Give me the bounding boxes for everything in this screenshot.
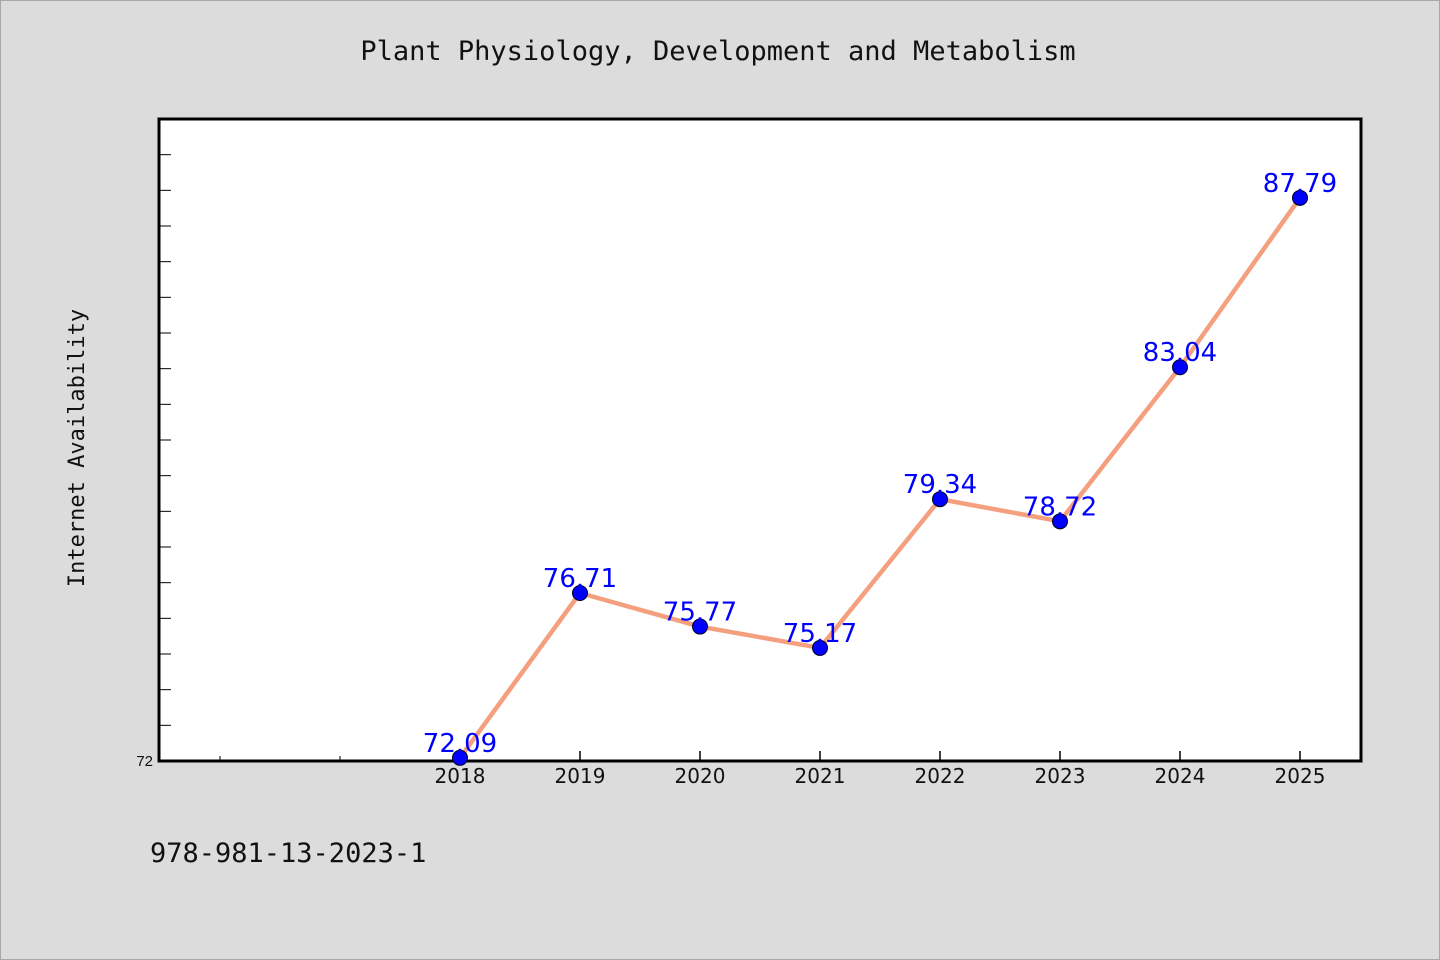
y-axis-label: Internet Availability [65,309,90,587]
x-tick-label: 2022 [915,764,966,788]
data-point [932,491,948,508]
data-label: 78.72 [1023,492,1097,522]
x-tick-label: 2024 [1155,764,1206,788]
data-point [452,749,468,766]
data-label: 75.77 [663,598,737,628]
x-tick-label: 2025 [1275,764,1326,788]
x-tick-label: 2023 [1035,764,1086,788]
data-point [1172,359,1188,376]
series-points-group [452,189,1308,766]
data-point [812,639,828,656]
x-tick-label: 2018 [435,764,486,788]
data-label: 87.79 [1263,169,1337,199]
x-tick-label: 2019 [555,764,606,788]
data-label: 75.17 [783,619,857,649]
data-point [1292,189,1308,206]
x-tick-label: 2020 [675,764,726,788]
data-label: 83.04 [1143,338,1217,368]
data-label: 76.71 [543,564,617,594]
footnote: 978-981-13-2023-1 [150,838,426,869]
series-line-group [458,196,1302,760]
y-axis-ticks: 72 [136,118,171,770]
data-labels-group: 72.09 76.71 75.77 75.17 79.34 78.72 83.04 87.79 [423,169,1337,759]
data-label: 72.09 [423,729,497,759]
data-label: 79.34 [903,470,977,500]
y-tick-label: 72 [136,753,153,770]
x-tick-label: 2021 [795,764,846,788]
chart-title: Plant Physiology, Development and Metabo… [360,36,1075,67]
x-minor-ticks [219,756,341,761]
series-line [458,196,1302,760]
x-axis-ticks: 2018 2019 2020 2021 2022 2023 2024 2025 [435,751,1326,788]
plot-area [157,117,1363,763]
data-point [1052,513,1068,530]
data-point [692,618,708,635]
data-point [572,585,588,602]
